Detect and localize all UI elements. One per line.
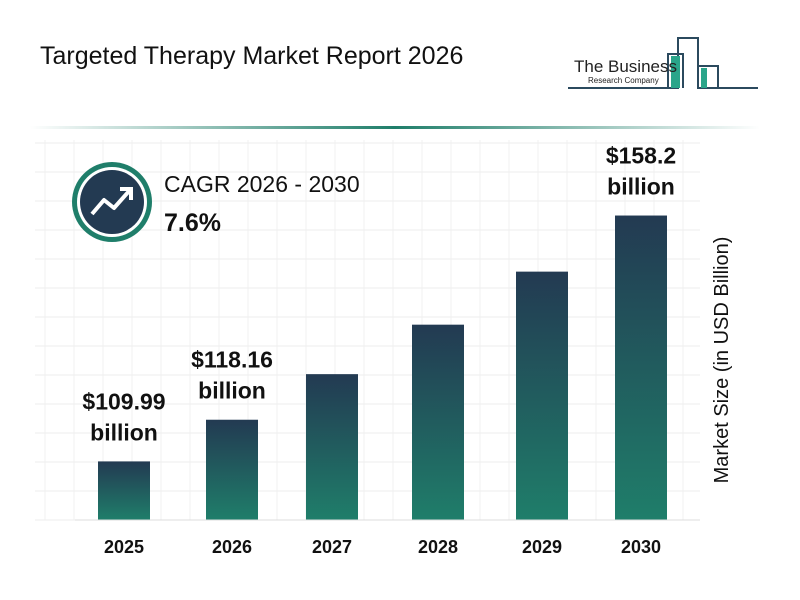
x-tick-label: 2030 bbox=[621, 537, 661, 557]
bar-2030 bbox=[615, 215, 667, 520]
x-tick-label: 2028 bbox=[418, 537, 458, 557]
svg-text:The Business: The Business bbox=[574, 57, 677, 76]
data-label-amount: $158.2 bbox=[606, 143, 676, 169]
bar-2026 bbox=[206, 419, 258, 520]
cagr-label: CAGR 2026 - 2030 bbox=[164, 171, 360, 197]
data-label-unit: billion bbox=[198, 378, 266, 404]
data-label-amount: $118.16 bbox=[191, 347, 273, 373]
data-label-unit: billion bbox=[607, 174, 675, 200]
grid bbox=[35, 140, 700, 521]
y-axis-label: Market Size (in USD Billion) bbox=[711, 237, 733, 484]
bar-2027 bbox=[306, 374, 358, 520]
data-label-unit: billion bbox=[90, 419, 158, 445]
company-logo: The Business Research Company bbox=[568, 37, 758, 89]
x-tick-label: 2029 bbox=[522, 537, 562, 557]
x-tick-label: 2027 bbox=[312, 537, 352, 557]
cagr-badge: CAGR 2026 - 2030 7.6% bbox=[72, 162, 360, 242]
cagr-value: 7.6% bbox=[164, 209, 221, 237]
bar-2028 bbox=[412, 324, 464, 520]
data-label-amount: $109.99 bbox=[82, 388, 165, 414]
trend-up-icon bbox=[90, 187, 133, 216]
x-tick-label: 2025 bbox=[104, 537, 144, 557]
x-tick-label: 2026 bbox=[212, 537, 252, 557]
header-divider bbox=[30, 126, 760, 129]
bar-2029 bbox=[516, 271, 568, 520]
page-title: Targeted Therapy Market Report 2026 bbox=[40, 42, 464, 70]
bar-2025 bbox=[98, 461, 150, 520]
svg-text:Research Company: Research Company bbox=[588, 76, 659, 85]
